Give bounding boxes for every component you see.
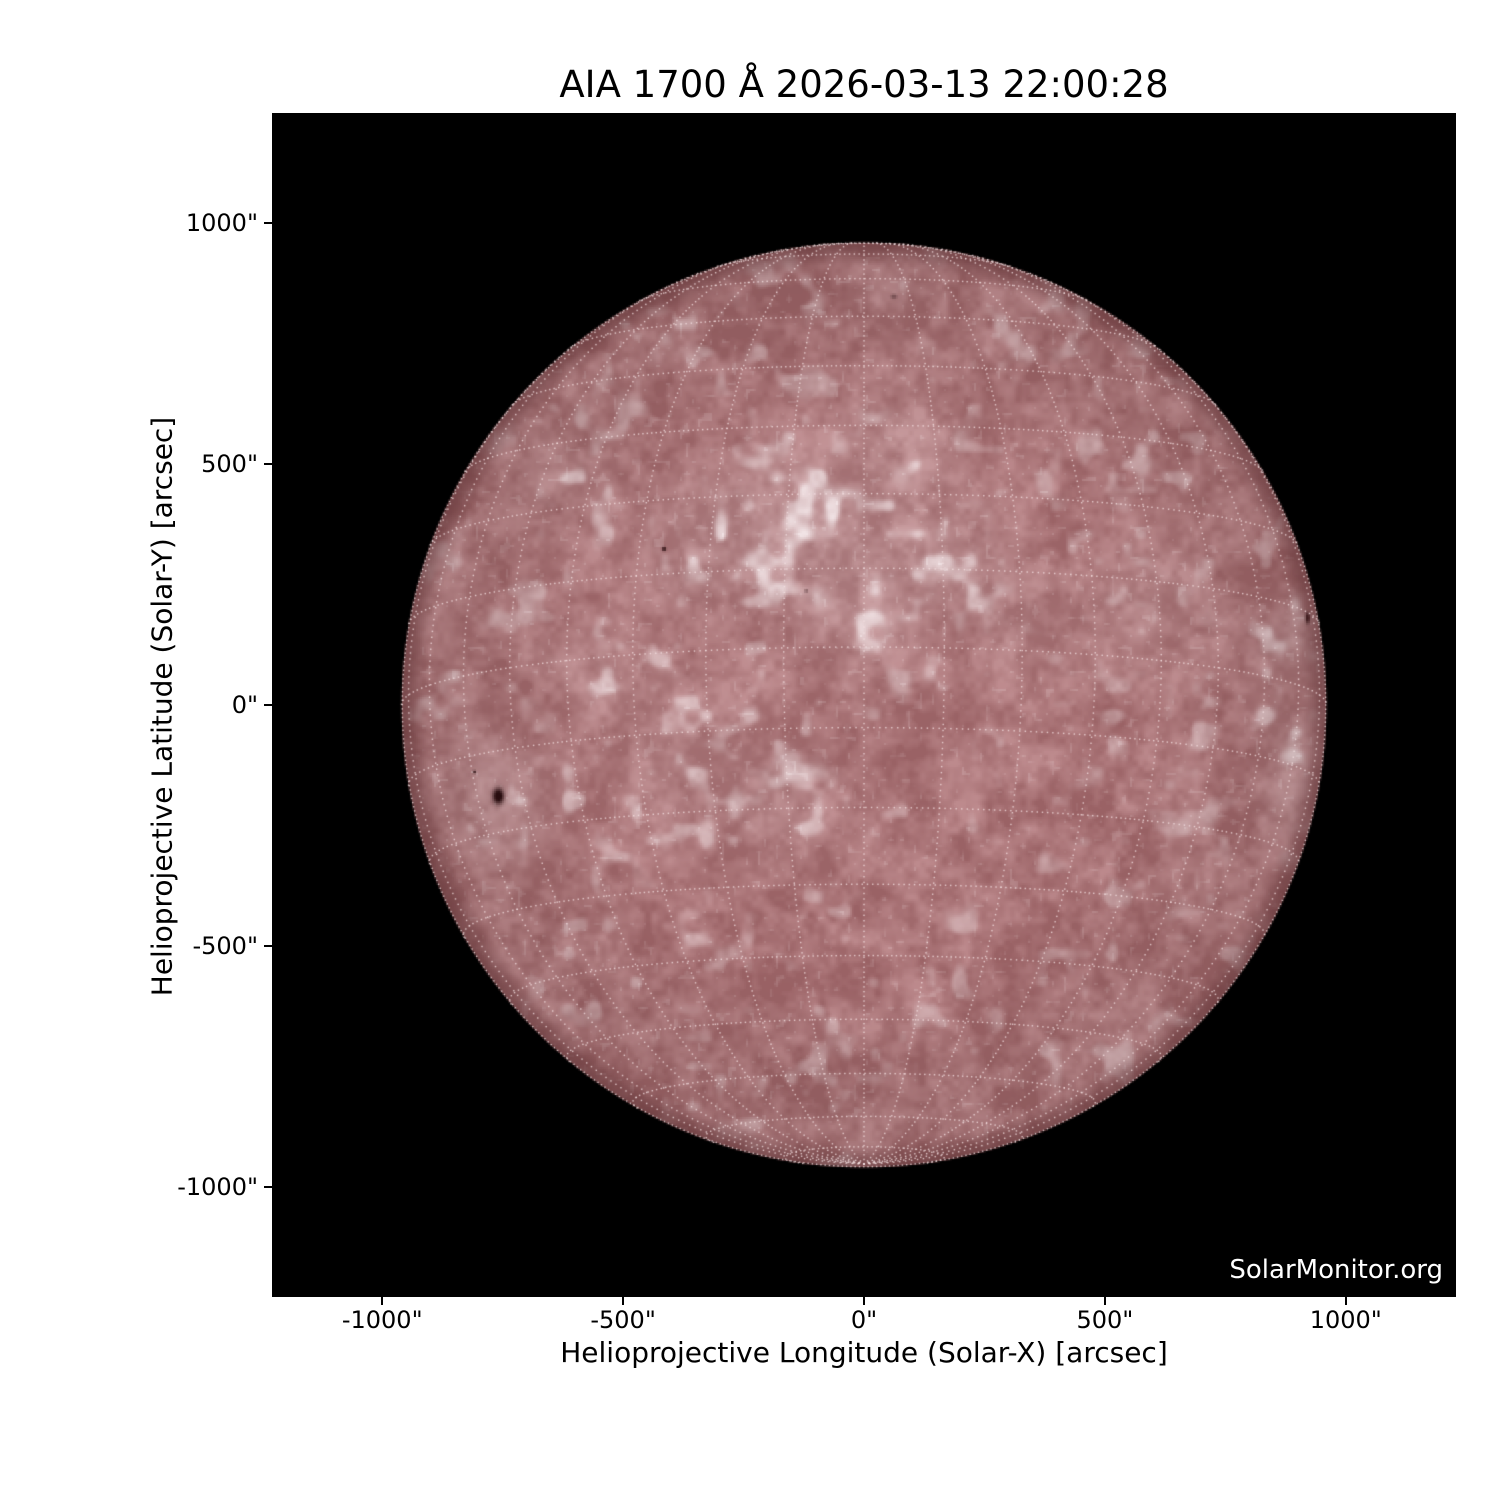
y-tick-mark-0 [264,222,272,225]
y-tick-label-2: 0" [231,691,258,719]
y-tick-mark-3 [264,944,272,947]
x-tick-label-3: 500" [1076,1306,1134,1334]
x-tick-label-4: 1000" [1309,1306,1382,1334]
y-tick-label-1: 500" [201,450,258,479]
plot-title: AIA 1700 Å 2026-03-13 22:00:28 [559,63,1169,106]
y-tick-label-3: -500" [192,931,258,960]
watermark: SolarMonitor.org [1229,1255,1443,1285]
x-tick-label-0: -1000" [341,1306,423,1334]
x-tick-label-2: 0" [850,1306,878,1334]
y-tick-mark-1 [264,463,272,466]
y-tick-label-0: 1000" [185,209,258,238]
x-tick-mark-4 [1344,1297,1347,1305]
y-tick-label-4: -1000" [177,1172,258,1201]
x-tick-mark-0 [381,1297,384,1305]
x-tick-label-1: -500" [590,1306,656,1334]
y-tick-mark-4 [264,1185,272,1188]
x-tick-mark-3 [1103,1297,1106,1305]
plot-area: SolarMonitor.org [272,113,1456,1297]
x-tick-mark-2 [863,1297,865,1305]
x-axis-label: Helioprojective Longitude (Solar-X) [arc… [560,1336,1168,1369]
x-tick-mark-1 [622,1297,625,1305]
y-tick-mark-2 [264,704,272,706]
solar-disk-image [272,113,1456,1297]
